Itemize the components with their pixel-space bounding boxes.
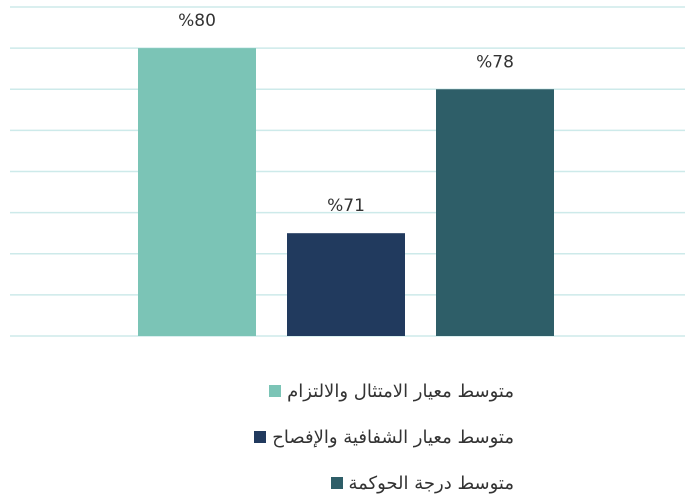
data-label: %71: [327, 196, 365, 216]
legend-item: متوسط معيار الشفافية والإفصاح: [0, 414, 514, 460]
bar: [436, 89, 554, 336]
legend-swatch: [330, 477, 343, 489]
legend-item: متوسط معيار الامتثال والالتزام: [0, 368, 514, 414]
data-label: %78: [476, 52, 514, 72]
data-label: %80: [178, 11, 216, 31]
legend-swatch: [254, 431, 267, 443]
bar: [138, 48, 256, 336]
bar: [287, 233, 405, 336]
legend-label: متوسط درجة الحوكمة: [348, 472, 515, 494]
legend-label: متوسط معيار الامتثال والالتزام: [287, 380, 514, 402]
legend-swatch: [269, 385, 282, 397]
legend-label: متوسط معيار الشفافية والإفصاح: [272, 426, 514, 448]
legend: متوسط معيار الامتثال والالتزام متوسط معيا…: [0, 368, 514, 494]
legend-item: متوسط درجة الحوكمة: [0, 460, 514, 494]
